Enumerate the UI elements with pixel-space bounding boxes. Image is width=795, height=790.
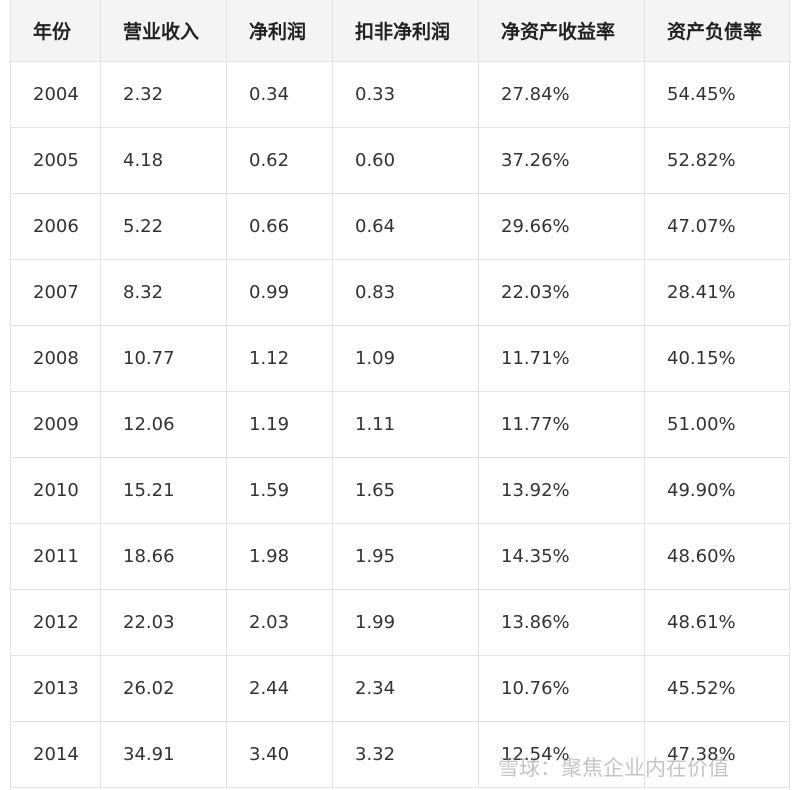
table-cell: 3.40 xyxy=(226,721,333,788)
table-cell: 2006 xyxy=(10,193,101,260)
table-cell: 1.09 xyxy=(332,325,479,392)
table-cell: 2.03 xyxy=(226,589,333,656)
table-cell: 47.07% xyxy=(644,193,790,260)
table-cell: 49.90% xyxy=(644,457,790,524)
table-cell: 1.59 xyxy=(226,457,333,524)
table-cell: 0.60 xyxy=(332,127,479,194)
header-cell: 净利润 xyxy=(226,0,333,62)
table-cell: 1.95 xyxy=(332,523,479,590)
header-cell: 营业收入 xyxy=(100,0,227,62)
header-cell: 净资产收益率 xyxy=(478,0,645,62)
table-cell: 2013 xyxy=(10,655,101,722)
table-cell: 34.91 xyxy=(100,721,227,788)
table-cell: 37.26% xyxy=(478,127,645,194)
table-cell: 1.99 xyxy=(332,589,479,656)
table-cell: 48.61% xyxy=(644,589,790,656)
table-cell: 4.18 xyxy=(100,127,227,194)
table-cell: 54.45% xyxy=(644,61,790,128)
table-cell: 5.22 xyxy=(100,193,227,260)
header-cell: 扣非净利润 xyxy=(332,0,479,62)
table-cell: 13.86% xyxy=(478,589,645,656)
table-cell: 2004 xyxy=(10,61,101,128)
table-cell: 2005 xyxy=(10,127,101,194)
table-cell: 47.38% xyxy=(644,721,790,788)
table-cell: 10.77 xyxy=(100,325,227,392)
table-row: 2013 26.02 2.44 2.34 10.76% 45.52% xyxy=(10,655,790,722)
table-cell: 45.52% xyxy=(644,655,790,722)
table-cell: 12.06 xyxy=(100,391,227,458)
table-cell: 1.98 xyxy=(226,523,333,590)
table-cell: 2012 xyxy=(10,589,101,656)
table-cell: 2008 xyxy=(10,325,101,392)
table-row: 2010 15.21 1.59 1.65 13.92% 49.90% xyxy=(10,457,790,524)
table-cell: 3.32 xyxy=(332,721,479,788)
table-cell: 22.03% xyxy=(478,259,645,326)
table-cell: 18.66 xyxy=(100,523,227,590)
header-cell: 年份 xyxy=(10,0,101,62)
table-cell: 52.82% xyxy=(644,127,790,194)
table-cell: 28.41% xyxy=(644,259,790,326)
table-row: 2011 18.66 1.98 1.95 14.35% 48.60% xyxy=(10,523,790,590)
table-body: 2004 2.32 0.34 0.33 27.84% 54.45% 2005 4.18 0.62… xyxy=(10,61,790,788)
table-cell: 2007 xyxy=(10,259,101,326)
table-cell: 1.19 xyxy=(226,391,333,458)
table-row: 2006 5.22 0.66 0.64 29.66% 47.07% xyxy=(10,193,790,260)
header-row: 年份 营业收入 净利润 扣非净利润 净资产收益率 资产负债率 xyxy=(10,0,790,62)
table-cell: 11.77% xyxy=(478,391,645,458)
table-cell: 10.76% xyxy=(478,655,645,722)
table-cell: 0.33 xyxy=(332,61,479,128)
table-cell: 0.64 xyxy=(332,193,479,260)
table-cell: 0.62 xyxy=(226,127,333,194)
watermark: 雪球：聚焦企业内在价值 xyxy=(498,756,729,780)
table-cell: 2.34 xyxy=(332,655,479,722)
table-cell: 11.71% xyxy=(478,325,645,392)
table-cell: 40.15% xyxy=(644,325,790,392)
table-cell: 27.84% xyxy=(478,61,645,128)
table-row: 2008 10.77 1.12 1.09 11.71% 40.15% xyxy=(10,325,790,392)
table-row: 2005 4.18 0.62 0.60 37.26% 52.82% xyxy=(10,127,790,194)
table-cell: 2014 xyxy=(10,721,101,788)
table-cell: 2010 xyxy=(10,457,101,524)
table-cell: 8.32 xyxy=(100,259,227,326)
table-cell: 1.12 xyxy=(226,325,333,392)
table-cell: 2.44 xyxy=(226,655,333,722)
header-cell: 资产负债率 xyxy=(644,0,790,62)
table-cell: 1.11 xyxy=(332,391,479,458)
table-cell: 15.21 xyxy=(100,457,227,524)
table-header: 年份 营业收入 净利润 扣非净利润 净资产收益率 资产负债率 xyxy=(10,0,790,62)
table-row: 2014 34.91 3.40 3.32 12.54% 47.38% xyxy=(10,721,790,788)
table-row: 2009 12.06 1.19 1.11 11.77% 51.00% xyxy=(10,391,790,458)
table-cell: 2009 xyxy=(10,391,101,458)
table-cell: 22.03 xyxy=(100,589,227,656)
table-row: 2007 8.32 0.99 0.83 22.03% 28.41% xyxy=(10,259,790,326)
table-cell: 0.34 xyxy=(226,61,333,128)
table-cell: 1.65 xyxy=(332,457,479,524)
table-cell: 0.83 xyxy=(332,259,479,326)
table-cell: 51.00% xyxy=(644,391,790,458)
table-cell: 2011 xyxy=(10,523,101,590)
table-row: 2004 2.32 0.34 0.33 27.84% 54.45% xyxy=(10,61,790,128)
table-cell: 2.32 xyxy=(100,61,227,128)
table-row: 2012 22.03 2.03 1.99 13.86% 48.61% xyxy=(10,589,790,656)
table-cell: 26.02 xyxy=(100,655,227,722)
table-cell: 14.35% xyxy=(478,523,645,590)
table-cell: 0.99 xyxy=(226,259,333,326)
table-cell: 29.66% xyxy=(478,193,645,260)
financial-table: 年份 营业收入 净利润 扣非净利润 净资产收益率 资产负债率 2004 2.32 0.34 0.… xyxy=(10,0,790,788)
table-cell: 0.66 xyxy=(226,193,333,260)
table-cell: 13.92% xyxy=(478,457,645,524)
table-cell: 48.60% xyxy=(644,523,790,590)
